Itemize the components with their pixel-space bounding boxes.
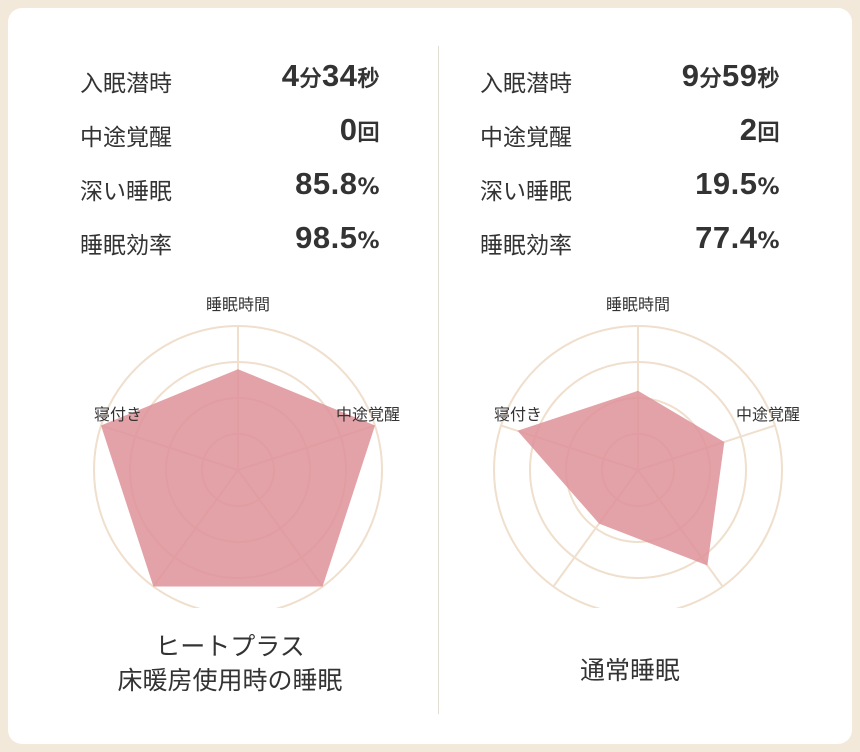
stat-number: 2 bbox=[739, 112, 758, 147]
stat-row-sleep-latency: 入眠潜時 9分59秒 bbox=[480, 56, 780, 110]
stat-label: 深い睡眠 bbox=[480, 179, 572, 205]
stat-value: 4分34秒 bbox=[282, 58, 380, 94]
data-polygon bbox=[101, 369, 375, 587]
radar-chart: 睡眠時間中途覚醒睡眠効率眠りの深さ寝付き bbox=[493, 295, 800, 608]
stats-table: 入眠潜時 9分59秒 中途覚醒 2回 深い睡眠 19.5% 睡眠効率 77.4% bbox=[480, 56, 780, 272]
stat-row-deep-sleep: 深い睡眠 19.5% bbox=[480, 164, 780, 218]
stat-label: 入眠潜時 bbox=[480, 71, 572, 97]
column-divider bbox=[438, 46, 439, 714]
data-polygon bbox=[517, 390, 725, 566]
stat-unit: 回 bbox=[357, 121, 380, 146]
stat-unit: % bbox=[357, 229, 380, 254]
axis-label: 中途覚醒 bbox=[336, 405, 400, 424]
stat-label: 睡眠効率 bbox=[480, 233, 572, 259]
stat-label: 入眠潜時 bbox=[80, 71, 172, 97]
stats-table: 入眠潜時 4分34秒 中途覚醒 0回 深い睡眠 85.8% 睡眠効率 98.5% bbox=[80, 56, 380, 272]
stat-number: 9 bbox=[681, 58, 700, 93]
stat-number: 0 bbox=[339, 112, 358, 147]
comparison-card: 入眠潜時 4分34秒 中途覚醒 0回 深い睡眠 85.8% 睡眠効率 98.5%… bbox=[8, 8, 852, 744]
stat-row-awakenings: 中途覚醒 0回 bbox=[80, 110, 380, 164]
axis-label: 睡眠時間 bbox=[606, 295, 670, 314]
stat-number: 98.5 bbox=[295, 220, 358, 255]
stat-number: 19.5 bbox=[695, 166, 758, 201]
stat-row-sleep-efficiency: 睡眠効率 77.4% bbox=[480, 218, 780, 272]
stat-value: 77.4% bbox=[695, 220, 780, 256]
chart-caption: 通常睡眠 bbox=[430, 654, 830, 688]
axis-label: 睡眠時間 bbox=[206, 295, 270, 314]
stat-row-sleep-latency: 入眠潜時 4分34秒 bbox=[80, 56, 380, 110]
stat-number: 4 bbox=[281, 58, 300, 93]
stat-number: 85.8 bbox=[295, 166, 358, 201]
stat-number: 34 bbox=[322, 58, 358, 93]
stat-unit: 秒 bbox=[357, 67, 380, 92]
stat-unit: 秒 bbox=[757, 67, 780, 92]
stat-unit: 回 bbox=[757, 121, 780, 146]
stat-unit: 分 bbox=[699, 67, 722, 92]
stat-value: 2回 bbox=[740, 112, 780, 148]
stat-unit: % bbox=[757, 229, 780, 254]
stat-unit: % bbox=[757, 175, 780, 200]
axis-label: 中途覚醒 bbox=[736, 405, 800, 424]
stat-label: 中途覚醒 bbox=[480, 125, 572, 151]
stat-value: 98.5% bbox=[295, 220, 380, 256]
chart-caption: ヒートプラス 床暖房使用時の睡眠 bbox=[30, 630, 430, 698]
stat-number: 59 bbox=[722, 58, 758, 93]
axis-label: 寝付き bbox=[94, 405, 142, 424]
stat-value: 85.8% bbox=[295, 166, 380, 202]
stat-value: 9分59秒 bbox=[682, 58, 780, 94]
axis-label: 寝付き bbox=[494, 405, 542, 424]
stat-row-deep-sleep: 深い睡眠 85.8% bbox=[80, 164, 380, 218]
stat-row-awakenings: 中途覚醒 2回 bbox=[480, 110, 780, 164]
stat-unit: % bbox=[357, 175, 380, 200]
caption-line: 通常睡眠 bbox=[579, 656, 680, 685]
stat-label: 深い睡眠 bbox=[80, 179, 172, 205]
stat-label: 中途覚醒 bbox=[80, 125, 172, 151]
caption-line: ヒートプラス bbox=[155, 632, 305, 661]
stat-value: 0回 bbox=[340, 112, 380, 148]
radar-chart: 睡眠時間中途覚醒睡眠効率眠りの深さ寝付き bbox=[93, 295, 400, 608]
stat-unit: 分 bbox=[299, 67, 322, 92]
panel-heatplus: 入眠潜時 4分34秒 中途覚醒 0回 深い睡眠 85.8% 睡眠効率 98.5%… bbox=[30, 8, 430, 744]
stat-label: 睡眠効率 bbox=[80, 233, 172, 259]
stat-row-sleep-efficiency: 睡眠効率 98.5% bbox=[80, 218, 380, 272]
stat-number: 77.4 bbox=[695, 220, 758, 255]
caption-line: 床暖房使用時の睡眠 bbox=[117, 666, 343, 695]
panel-normal: 入眠潜時 9分59秒 中途覚醒 2回 深い睡眠 19.5% 睡眠効率 77.4%… bbox=[430, 8, 830, 744]
stat-value: 19.5% bbox=[695, 166, 780, 202]
